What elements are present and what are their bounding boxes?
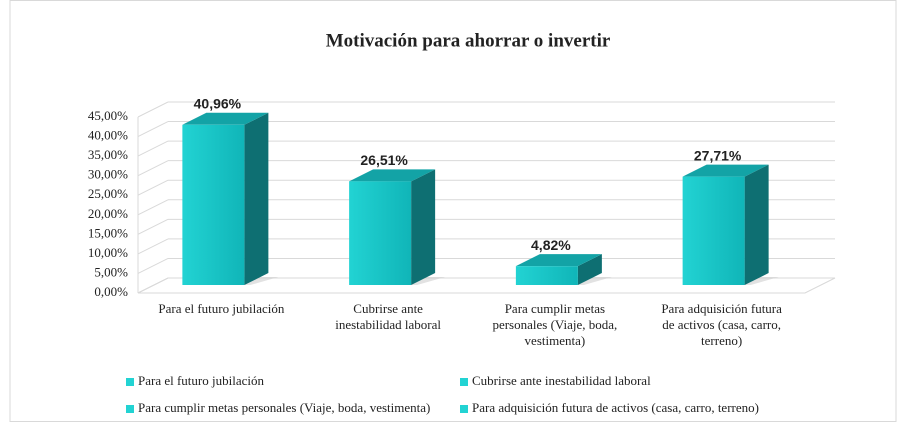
x-tick-line: Para cumplir metas	[505, 301, 605, 316]
grid-line-side	[137, 101, 169, 118]
x-tick-line: inestabilidad laboral	[335, 317, 441, 332]
x-tick-line: Para el futuro jubilación	[158, 301, 284, 316]
y-tick-label: 40,00%	[88, 128, 128, 143]
y-tick-label: 10,00%	[88, 245, 128, 260]
data-label: 4,82%	[531, 237, 571, 253]
legend-label: Para cumplir metas personales (Viaje, bo…	[138, 400, 430, 415]
bar	[515, 266, 578, 285]
x-tick-line: de activos (casa, carro,	[662, 317, 781, 332]
bar-top	[349, 169, 436, 182]
data-label: 27,71%	[694, 147, 742, 163]
x-tick-line: Cubrirse ante	[353, 301, 423, 316]
floor	[137, 277, 836, 294]
y-tick-label: 20,00%	[88, 206, 128, 221]
x-tick-label: Para el futuro jubilación	[158, 301, 284, 316]
grid-line-side	[137, 160, 169, 177]
bar	[349, 181, 412, 285]
bar-top	[682, 164, 769, 177]
legend-label: Cubrirse ante inestabilidad laboral	[472, 373, 651, 388]
x-tick-line: personales (Viaje, boda,	[492, 317, 617, 332]
legend-swatch	[460, 378, 468, 386]
y-tick-label: 15,00%	[88, 225, 128, 240]
y-tick-label: 45,00%	[88, 108, 128, 123]
grid-line-side	[137, 179, 169, 196]
data-label: 26,51%	[360, 152, 408, 168]
bar-side	[411, 169, 436, 285]
bar-side	[244, 112, 269, 285]
legend-swatch	[126, 378, 134, 386]
y-tick-label: 25,00%	[88, 186, 128, 201]
data-label: 40,96%	[194, 96, 242, 112]
y-tick-label: 35,00%	[88, 147, 128, 162]
grid-line-side	[137, 140, 169, 157]
x-tick-label: Cubrirse ante inestabilidad laboral	[335, 301, 441, 332]
x-tick-line: Para adquisición futura	[661, 301, 782, 316]
legend-label: Para el futuro jubilación	[138, 373, 264, 388]
grid-line-side	[137, 199, 169, 216]
bar-side	[744, 164, 769, 285]
bar-top	[515, 254, 602, 267]
bar	[682, 176, 745, 285]
y-tick-label: 5,00%	[94, 264, 128, 279]
legend-swatch	[460, 405, 468, 413]
y-tick-label: 30,00%	[88, 167, 128, 182]
grid-line-side	[137, 218, 169, 235]
chart-title: Motivación para ahorrar o invertir	[326, 30, 611, 51]
grid-line-side	[137, 121, 169, 138]
grid-line-side	[137, 238, 169, 255]
bar	[182, 124, 245, 285]
y-tick-label: 0,00%	[94, 284, 128, 299]
grid-line-side	[137, 257, 169, 274]
x-tick-line: terreno)	[701, 333, 742, 348]
x-tick-label: Para cumplir metas personales (Viaje, bod…	[492, 301, 617, 348]
legend-swatch	[126, 405, 134, 413]
x-tick-label: Para adquisición futura de activos (casa,…	[661, 301, 782, 348]
bar-top	[182, 112, 269, 125]
x-tick-line: vestimenta)	[525, 333, 586, 348]
legend-label: Para adquisición futura de activos (casa…	[472, 400, 759, 415]
bar-side	[577, 254, 602, 285]
